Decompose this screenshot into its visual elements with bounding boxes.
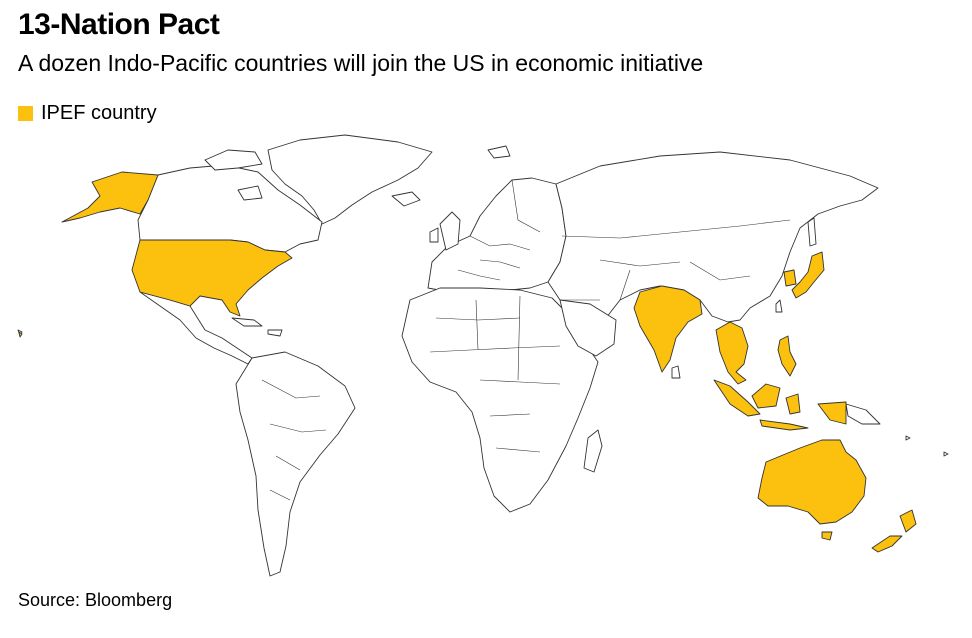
ipef-hawaii [18, 331, 23, 338]
ipef-australia [757, 439, 867, 525]
arctic-islands [204, 149, 263, 201]
caribbean [231, 317, 283, 337]
ipef-mainland-se-asia [715, 321, 749, 385]
taiwan [775, 299, 783, 313]
ipef-alaska [61, 171, 159, 223]
ipef-usa [131, 239, 293, 317]
ipef-tasmania [821, 531, 833, 541]
british-isles [429, 211, 461, 251]
asia-borders [560, 219, 791, 301]
greenland [267, 134, 433, 225]
sakhalin [807, 217, 817, 247]
sri-lanka [671, 365, 681, 379]
south-america-borders [261, 379, 327, 501]
ipef-philippines [777, 335, 797, 377]
legend: IPEF country [18, 102, 157, 125]
papua-new-guinea [845, 403, 881, 425]
source-note: Source: Bloomberg [18, 590, 173, 610]
chart-title: 13-Nation Pact [18, 8, 220, 41]
ipef-indonesia [713, 379, 847, 431]
madagascar [583, 429, 603, 473]
ipef-new-zealand [871, 509, 917, 553]
ipef-south-korea [783, 269, 797, 287]
arabian-peninsula [559, 299, 617, 357]
world-map [17, 134, 949, 577]
ipef-india [633, 285, 703, 373]
legend-label-ipef: IPEF country [41, 102, 157, 124]
canada [137, 164, 323, 253]
ipef-japan [791, 251, 825, 299]
europe-borders [457, 179, 541, 281]
south-america [235, 351, 356, 577]
africa-borders [429, 295, 561, 453]
legend-swatch-ipef [18, 106, 33, 121]
iceland [391, 191, 421, 207]
africa [401, 287, 599, 513]
chart-subtitle: A dozen Indo-Pacific countries will join… [18, 50, 704, 76]
svalbard [487, 145, 511, 159]
